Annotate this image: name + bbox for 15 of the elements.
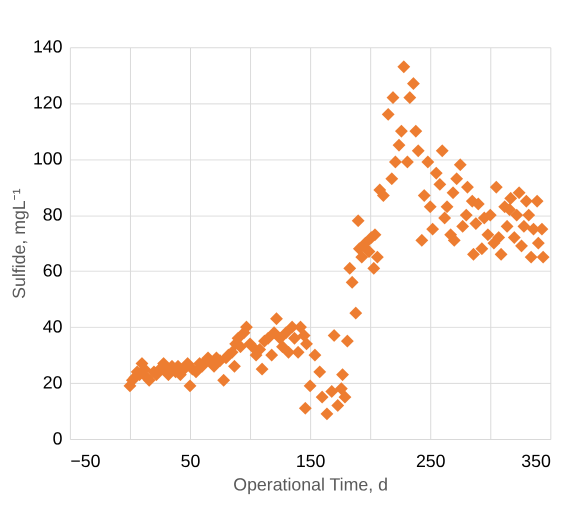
x-tick-label: 50 xyxy=(180,451,200,472)
x-tick-label: 250 xyxy=(416,451,446,472)
y-tick-label: 120 xyxy=(32,92,63,113)
x-tick-label: 150 xyxy=(296,451,326,472)
x-axis-title: Operational Time, d xyxy=(233,474,388,495)
y-tick-label: 80 xyxy=(42,204,63,225)
y-axis-title: Sulfide, mgL⁻¹ xyxy=(9,188,30,299)
y-tick-label: 140 xyxy=(32,36,63,57)
y-tick-label: 0 xyxy=(52,428,63,448)
x-tick-label: 350 xyxy=(521,451,551,472)
y-tick-label: 40 xyxy=(42,316,63,337)
y-tick-label: 60 xyxy=(42,260,63,281)
y-tick-label: 20 xyxy=(42,372,63,392)
y-tick-label: 100 xyxy=(32,148,63,169)
x-tick-label: −50 xyxy=(70,451,101,472)
